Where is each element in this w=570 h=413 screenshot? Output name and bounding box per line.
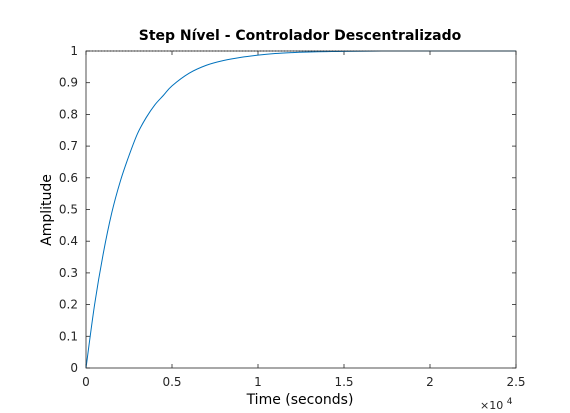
x-tick-label: 0 (82, 375, 90, 389)
y-tick-label: 0 (70, 361, 78, 375)
y-tick-label: 0.6 (59, 171, 78, 185)
x-tick-label: 1 (254, 375, 262, 389)
chart-title: Step Nível - Controlador Descentralizado (139, 28, 462, 44)
x-axis-label: Time (seconds) (246, 392, 354, 408)
x-tick-label: 2.5 (506, 375, 525, 389)
y-axis-label: Amplitude (39, 174, 55, 246)
x-tick-label: 1.5 (334, 375, 353, 389)
y-tick-label: 0.4 (59, 234, 78, 248)
y-tick-label: 0.2 (59, 298, 78, 312)
y-tick-label: 0.7 (59, 139, 78, 153)
x-tick-label: 2 (426, 375, 434, 389)
y-tick-label: 0.8 (59, 107, 78, 121)
y-tick-label: 0.1 (59, 329, 78, 343)
y-tick-label: 0.9 (59, 76, 78, 90)
y-tick-label: 1 (70, 44, 78, 58)
y-tick-label: 0.5 (59, 203, 78, 217)
x-axis-multiplier-base: ×10 (480, 399, 503, 412)
x-axis-multiplier: ×10 4 (480, 397, 513, 412)
y-tick-label: 0.3 (59, 266, 78, 280)
x-tick-label: 0.5 (162, 375, 181, 389)
x-axis-multiplier-exponent: 4 (507, 397, 513, 407)
plot-area (86, 51, 516, 368)
